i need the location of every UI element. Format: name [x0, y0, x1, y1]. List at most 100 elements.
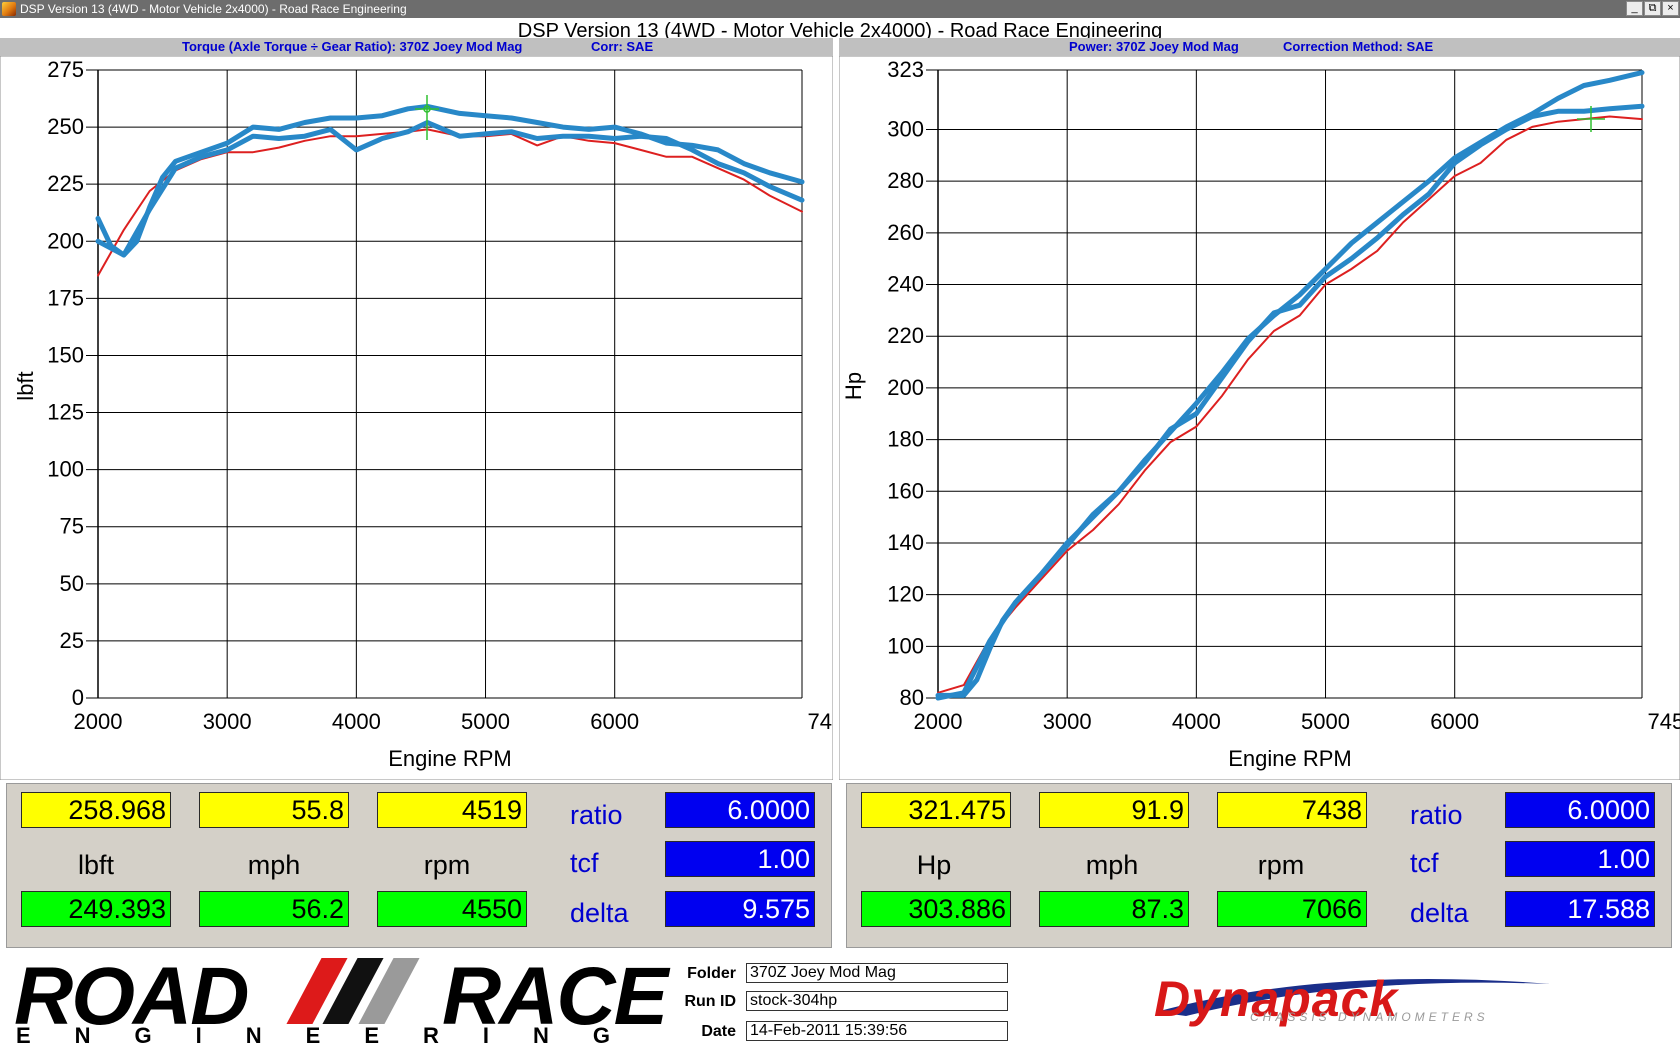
- ratio-value[interactable]: 6.0000: [665, 792, 815, 828]
- peak-torque-value: 249.393: [21, 891, 171, 927]
- power-y-tick-label: 300: [887, 116, 924, 141]
- power-x-ticks: 2000 3000 4000 5000 6000 7450: [914, 709, 1680, 734]
- power-header-band: Power: 370Z Joey Mod Mag Correction Meth…: [839, 38, 1680, 56]
- folder-field[interactable]: 370Z Joey Mod Mag: [746, 963, 1008, 983]
- peak-rpm-value: 4550: [377, 891, 527, 927]
- current-torque-value: 258.968: [21, 792, 171, 828]
- power-series-line-1: [937, 115, 1643, 694]
- app-icon[interactable]: [2, 2, 16, 16]
- torque-series-line-2: [95, 104, 805, 258]
- power-cursor-marker[interactable]: [1577, 106, 1605, 132]
- road-race-logo-road: ROAD: [14, 951, 249, 1042]
- power-x-tick-label: 7450: [1648, 709, 1680, 734]
- road-race-logo-race: RACE: [442, 951, 668, 1042]
- tcf-value[interactable]: 1.00: [1505, 841, 1655, 877]
- road-race-logo-stripes: [274, 958, 442, 1024]
- torque-unit-label: lbft: [77, 850, 115, 880]
- current-rpm-value: 7438: [1217, 792, 1367, 828]
- power-chart[interactable]: 80 100 120 140 160 180 200 220 240 260 280 300 323 2…: [839, 56, 1680, 780]
- ratio-value[interactable]: 6.0000: [1505, 792, 1655, 828]
- date-label: Date: [701, 1023, 736, 1040]
- power-y-tick-label: 220: [887, 323, 924, 348]
- power-correction-label: Correction Method: SAE: [1283, 39, 1434, 54]
- power-y-tick-label: 280: [887, 168, 924, 193]
- graph-title: DSP Version 13 (4WD - Motor Vehicle 2x40…: [517, 20, 1163, 38]
- current-power-value: 321.475: [861, 792, 1011, 828]
- torque-y-tick-label: 25: [60, 628, 84, 653]
- torque-x-axis-label: Engine RPM: [388, 746, 512, 771]
- speed-unit-label: mph: [1085, 850, 1139, 880]
- ratio-label: ratio: [570, 800, 623, 830]
- road-race-logo-engineering: ENGINEERING: [16, 1023, 655, 1048]
- power-x-tick-label: 3000: [1043, 709, 1092, 734]
- power-unit-label: Hp: [916, 850, 952, 880]
- tcf-label: tcf: [1410, 848, 1439, 878]
- power-x-axis-label: Engine RPM: [1228, 746, 1352, 771]
- torque-y-tick-label: 200: [47, 228, 84, 253]
- speed-unit-label: mph: [247, 850, 301, 880]
- restore-button[interactable]: ⧉: [1644, 1, 1661, 16]
- power-y-tick-label: 120: [887, 582, 924, 607]
- power-run-label: Power: 370Z Joey Mod Mag: [1069, 39, 1239, 54]
- torque-x-tick-label: 4000: [332, 709, 381, 734]
- power-grid: [926, 69, 1643, 699]
- power-series-line-3: [935, 103, 1645, 701]
- power-series: [935, 70, 1645, 701]
- torque-x-tick-label: 5000: [461, 709, 510, 734]
- torque-series: [95, 104, 805, 277]
- run-id-label: Run ID: [684, 993, 736, 1010]
- peak-speed-value: 56.2: [199, 891, 349, 927]
- dynapack-logo: Dynapack: [1154, 971, 1399, 1027]
- torque-y-tick-label: 150: [47, 342, 84, 367]
- torque-y-tick-label: 175: [47, 285, 84, 310]
- torque-y-tick-label: 0: [72, 685, 84, 710]
- power-y-axis-label: Hp: [841, 372, 866, 400]
- power-readout-panel: 321.475 91.9 7438 Hp mph rpm 303.886 87.…: [846, 783, 1672, 948]
- torque-y-tick-label: 250: [47, 114, 84, 139]
- power-y-tick-label: 200: [887, 375, 924, 400]
- torque-run-label: Torque (Axle Torque ÷ Gear Ratio): 370Z …: [182, 39, 523, 54]
- torque-x-ticks: 2000 3000 4000 5000 6000 7450: [74, 709, 833, 734]
- current-speed-value: 91.9: [1039, 792, 1189, 828]
- torque-y-tick-label: 50: [60, 571, 84, 596]
- torque-x-tick-label: 6000: [590, 709, 639, 734]
- tcf-label: tcf: [570, 848, 599, 878]
- torque-y-tick-label: 100: [47, 457, 84, 482]
- power-y-tick-label: 260: [887, 220, 924, 245]
- date-field[interactable]: 14-Feb-2011 15:39:56: [746, 1021, 1008, 1041]
- tcf-value[interactable]: 1.00: [665, 841, 815, 877]
- current-rpm-value: 4519: [377, 792, 527, 828]
- power-y-tick-label: 100: [887, 633, 924, 658]
- torque-cursor-marker[interactable]: [415, 95, 439, 140]
- rpm-unit-label: rpm: [423, 850, 471, 880]
- power-y-tick-label: 80: [900, 685, 924, 710]
- delta-label: delta: [570, 898, 629, 928]
- torque-x-tick-label: 2000: [74, 709, 123, 734]
- close-button[interactable]: ×: [1662, 1, 1679, 16]
- ratio-label: ratio: [1410, 800, 1463, 830]
- torque-y-tick-label: 275: [47, 57, 84, 82]
- dynapack-logo-sub: CHASSIS DYNAMOMETERS: [1250, 1010, 1489, 1024]
- delta-value: 17.588: [1505, 891, 1655, 927]
- window-titlebar: DSP Version 13 (4WD - Motor Vehicle 2x40…: [0, 0, 1680, 18]
- torque-y-tick-label: 75: [60, 514, 84, 539]
- power-chart-frame: [839, 56, 1680, 780]
- torque-chart[interactable]: 0 25 50 75 100 125 150 175 200 225 250 275 2000 3000…: [0, 56, 833, 780]
- torque-chart-frame: [0, 56, 833, 780]
- torque-y-axis-label: lbft: [13, 371, 38, 400]
- power-x-tick-label: 2000: [914, 709, 963, 734]
- torque-y-tick-label: 225: [47, 171, 84, 196]
- delta-value: 9.575: [665, 891, 815, 927]
- torque-readout-panel: 258.968 55.8 4519 lbft mph rpm 249.393 5…: [6, 783, 832, 948]
- power-y-tick-label: 240: [887, 272, 924, 297]
- power-y-tick-label: 323: [887, 57, 924, 82]
- torque-y-ticks: 0 25 50 75 100 125 150 175 200 225 250 275: [47, 57, 84, 710]
- power-x-tick-label: 4000: [1172, 709, 1221, 734]
- minimize-button[interactable]: _: [1626, 1, 1643, 16]
- window-title: DSP Version 13 (4WD - Motor Vehicle 2x40…: [20, 2, 407, 16]
- peak-speed-value: 87.3: [1039, 891, 1189, 927]
- peak-power-value: 303.886: [861, 891, 1011, 927]
- torque-x-tick-label: 3000: [203, 709, 252, 734]
- power-x-tick-label: 6000: [1430, 709, 1479, 734]
- run-id-field[interactable]: stock-304hp: [746, 991, 1008, 1011]
